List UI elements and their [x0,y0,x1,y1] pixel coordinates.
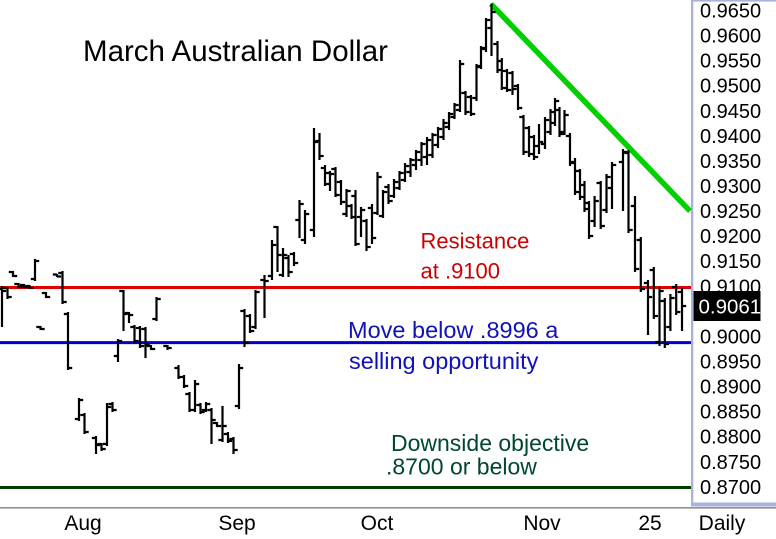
svg-text:0.9250: 0.9250 [700,201,761,223]
svg-text:0.8950: 0.8950 [700,352,761,374]
svg-text:0.9450: 0.9450 [700,101,761,123]
svg-text:Resistance: Resistance [421,229,530,254]
svg-text:0.9300: 0.9300 [700,176,761,198]
svg-text:0.8850: 0.8850 [700,402,761,424]
svg-text:Downside objective: Downside objective [391,430,589,456]
svg-text:0.9650: 0.9650 [700,1,761,23]
svg-text:0.9500: 0.9500 [700,76,761,98]
svg-text:0.8750: 0.8750 [700,452,761,474]
svg-text:25: 25 [638,512,661,535]
svg-text:Nov: Nov [523,512,561,535]
svg-text:at .9100: at .9100 [421,259,501,284]
svg-text:0.9550: 0.9550 [700,51,761,73]
svg-text:.8700 or below: .8700 or below [386,453,537,479]
svg-text:0.9350: 0.9350 [700,151,761,173]
svg-text:selling opportunity: selling opportunity [349,348,539,374]
svg-text:0.9000: 0.9000 [700,326,761,348]
svg-text:Daily: Daily [699,512,746,535]
svg-text:0.9400: 0.9400 [700,126,761,148]
svg-text:0.8700: 0.8700 [700,477,761,499]
svg-text:Move below .8996 a: Move below .8996 a [348,317,559,343]
svg-text:Aug: Aug [64,512,101,535]
svg-text:0.9600: 0.9600 [700,26,761,48]
svg-text:March Australian Dollar: March Australian Dollar [83,35,388,68]
svg-text:Oct: Oct [361,512,394,535]
svg-text:0.8900: 0.8900 [700,377,761,399]
svg-text:0.9061: 0.9061 [699,295,762,318]
svg-text:Sep: Sep [218,512,255,535]
svg-text:0.9200: 0.9200 [700,226,761,248]
svg-text:0.9150: 0.9150 [700,251,761,273]
svg-text:0.8800: 0.8800 [700,427,761,449]
